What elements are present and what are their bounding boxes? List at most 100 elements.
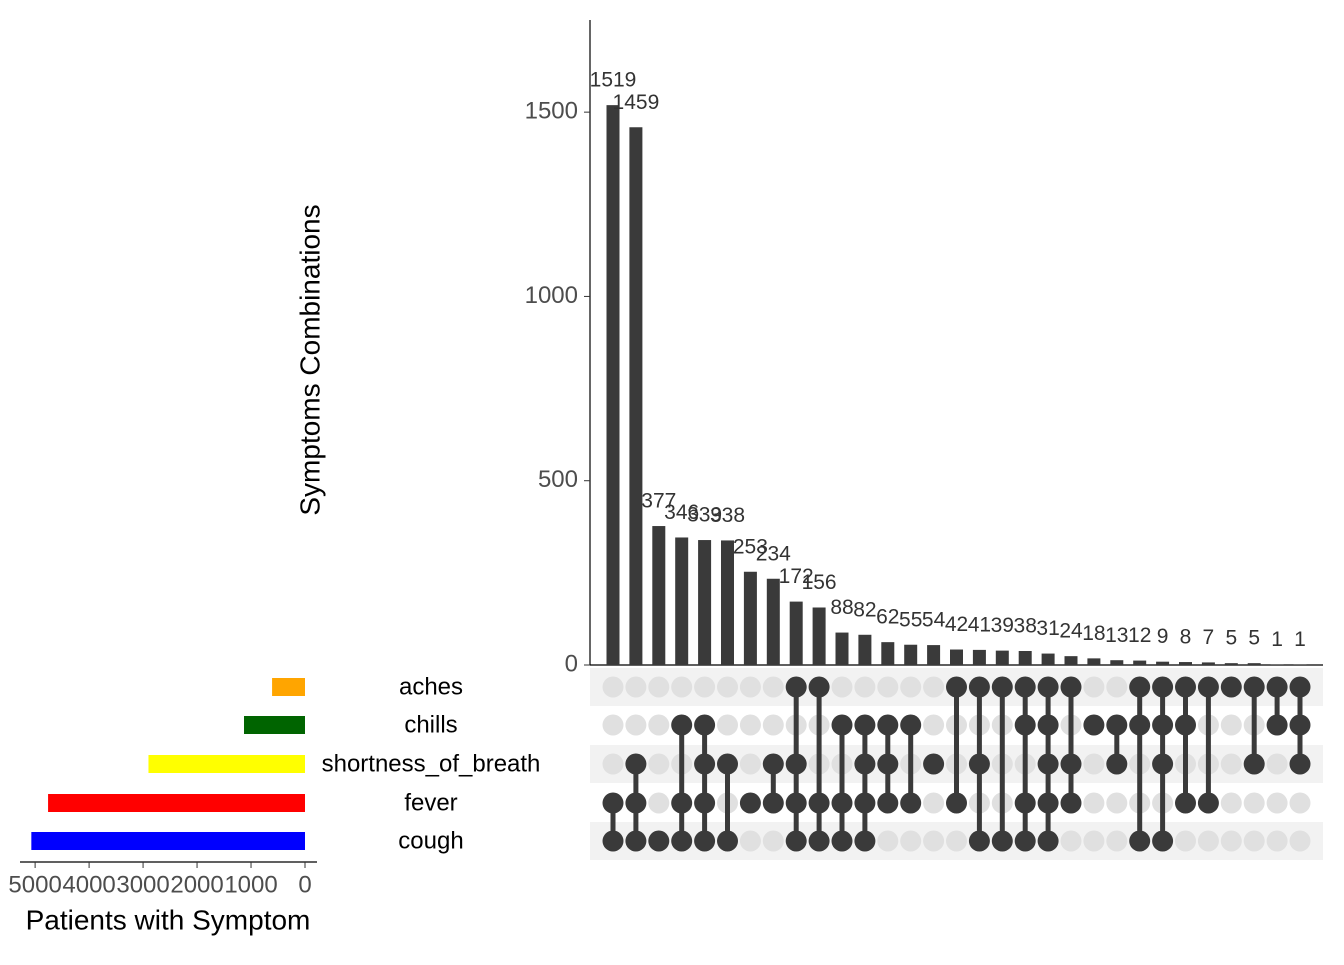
- matrix-dot: [1129, 831, 1150, 852]
- matrix-dot: [1175, 715, 1196, 736]
- matrix-dot-empty: [923, 715, 944, 736]
- matrix-dot: [1129, 677, 1150, 698]
- bar: [1087, 658, 1100, 665]
- matrix-dot-empty: [877, 831, 898, 852]
- matrix-dot: [603, 793, 624, 814]
- matrix-dot: [877, 793, 898, 814]
- matrix-dot: [1015, 715, 1036, 736]
- matrix-dot: [832, 793, 853, 814]
- matrix-dot: [717, 831, 738, 852]
- matrix-dot-empty: [740, 715, 761, 736]
- value-label: 5: [1225, 627, 1237, 650]
- matrix-dot: [877, 754, 898, 775]
- bar: [996, 651, 1009, 665]
- matrix-dot-empty: [1221, 793, 1242, 814]
- bar: [836, 633, 849, 665]
- matrix-dot: [763, 754, 784, 775]
- matrix-dot: [1290, 715, 1311, 736]
- matrix-dot: [923, 754, 944, 775]
- set-size-bar: [272, 678, 305, 696]
- matrix-dot-empty: [625, 715, 646, 736]
- matrix-dot: [671, 793, 692, 814]
- bar: [881, 642, 894, 665]
- matrix-dot-empty: [1083, 793, 1104, 814]
- matrix-dot-empty: [923, 831, 944, 852]
- bar: [607, 105, 620, 665]
- matrix-dot-empty: [1221, 754, 1242, 775]
- value-label: 12: [1128, 624, 1151, 647]
- matrix-dot: [992, 831, 1013, 852]
- matrix-dot-empty: [1267, 831, 1288, 852]
- matrix-dot: [648, 831, 669, 852]
- matrix-dot: [1015, 831, 1036, 852]
- set-label: fever: [404, 789, 457, 816]
- matrix-dot: [603, 831, 624, 852]
- matrix-dot: [625, 793, 646, 814]
- matrix-dot-empty: [1290, 793, 1311, 814]
- matrix-dot-empty: [763, 677, 784, 698]
- matrix-dot-empty: [1290, 831, 1311, 852]
- matrix-dot: [900, 715, 921, 736]
- bar: [950, 650, 963, 665]
- matrix-dot-empty: [1061, 831, 1082, 852]
- matrix-dot: [1038, 677, 1059, 698]
- matrix-dot: [786, 677, 807, 698]
- x-tick-label: 0: [298, 871, 311, 898]
- matrix-dot: [854, 831, 875, 852]
- bar: [1042, 654, 1055, 665]
- matrix-dot: [854, 754, 875, 775]
- matrix-dot: [1290, 754, 1311, 775]
- y-tick-label: 1500: [525, 97, 578, 124]
- matrix-dot: [1244, 677, 1265, 698]
- matrix-dot: [1061, 677, 1082, 698]
- matrix-dot: [717, 754, 738, 775]
- matrix-dot: [809, 793, 830, 814]
- y-tick-label: 1000: [525, 282, 578, 309]
- matrix-dot-empty: [1221, 831, 1242, 852]
- value-label: 42: [945, 613, 968, 636]
- matrix-dot-empty: [763, 715, 784, 736]
- matrix-dot: [694, 715, 715, 736]
- matrix-dot: [1038, 715, 1059, 736]
- bar: [675, 537, 688, 665]
- matrix-dot: [900, 793, 921, 814]
- set-size-bar: [31, 832, 305, 850]
- x-tick-label: 4000: [62, 871, 115, 898]
- matrix-dot: [992, 677, 1013, 698]
- value-label: 41: [968, 613, 991, 636]
- value-label: 5: [1248, 627, 1260, 650]
- matrix-dot-empty: [1244, 793, 1265, 814]
- matrix-dot: [946, 677, 967, 698]
- matrix-dot: [763, 793, 784, 814]
- matrix-dot: [946, 793, 967, 814]
- matrix-dot: [1198, 793, 1219, 814]
- bar: [1019, 651, 1032, 665]
- value-label: 234: [756, 542, 791, 565]
- matrix-dot-empty: [1083, 831, 1104, 852]
- matrix-dot: [671, 831, 692, 852]
- matrix-dot: [809, 831, 830, 852]
- matrix-dot-empty: [923, 677, 944, 698]
- matrix-dot-empty: [648, 793, 669, 814]
- matrix-dot-empty: [671, 677, 692, 698]
- bar: [698, 540, 711, 665]
- value-label: 62: [876, 606, 899, 629]
- matrix-dot: [832, 715, 853, 736]
- value-label: 54: [922, 609, 946, 632]
- matrix-dot-empty: [717, 677, 738, 698]
- matrix-dot: [786, 793, 807, 814]
- matrix-dot: [1175, 793, 1196, 814]
- matrix-dot: [1267, 677, 1288, 698]
- matrix-dot: [671, 715, 692, 736]
- matrix-dot: [786, 831, 807, 852]
- matrix-dot-empty: [877, 677, 898, 698]
- matrix-dot-empty: [740, 754, 761, 775]
- matrix-dot: [1038, 793, 1059, 814]
- matrix-dot-empty: [1244, 831, 1265, 852]
- matrix-dot: [1015, 677, 1036, 698]
- matrix-dot: [1152, 715, 1173, 736]
- set-size-bar: [148, 755, 305, 773]
- matrix-dot: [694, 754, 715, 775]
- value-label: 82: [853, 598, 876, 621]
- matrix-dot: [1244, 754, 1265, 775]
